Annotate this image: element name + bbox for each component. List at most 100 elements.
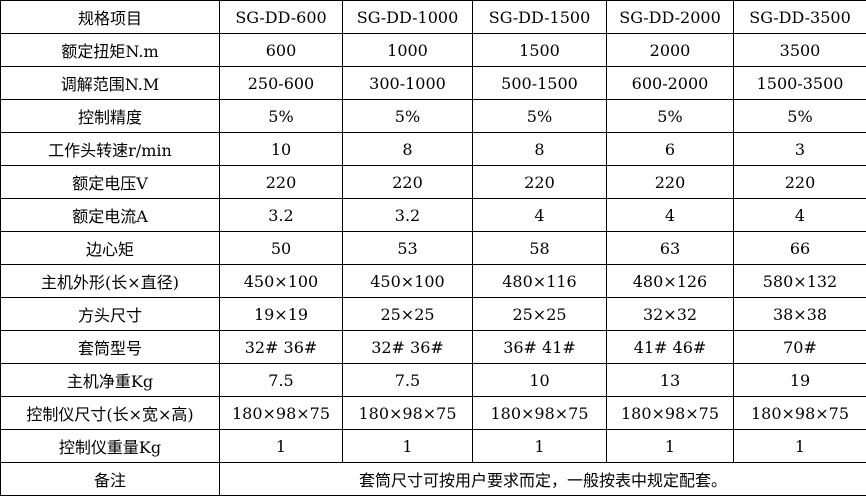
table-cell: 5% xyxy=(733,99,866,133)
header-cell: SG-DD-600 xyxy=(219,0,343,34)
table-cell: 5% xyxy=(606,99,734,133)
table-cell: 180×98×75 xyxy=(219,396,343,430)
header-cell: SG-DD-3500 xyxy=(733,0,866,34)
table-cell: 1500-3500 xyxy=(733,66,866,100)
header-cell: 规格项目 xyxy=(0,0,220,34)
note-label: 备注 xyxy=(0,462,220,496)
table-cell: 500-1500 xyxy=(472,66,607,100)
table-cell: 450×100 xyxy=(219,264,343,298)
table-cell: 66 xyxy=(733,231,866,265)
row-label: 工作头转速r/min xyxy=(0,132,220,166)
table-cell: 25×25 xyxy=(342,297,473,331)
table-cell: 38×38 xyxy=(733,297,866,331)
table-cell: 25×25 xyxy=(472,297,607,331)
table-row: 额定扭矩N.m 600 1000 1500 2000 3500 xyxy=(0,33,866,67)
table-cell: 3500 xyxy=(733,33,866,67)
row-label: 额定电流A xyxy=(0,198,220,232)
table-cell: 5% xyxy=(219,99,343,133)
note-text: 套筒尺寸可按用户要求而定，一般按表中规定配套。 xyxy=(219,462,866,496)
row-label: 边心矩 xyxy=(0,231,220,265)
table-cell: 32×32 xyxy=(606,297,734,331)
table-row: 主机外形(长×直径) 450×100 450×100 480×116 480×126 58… xyxy=(0,264,866,298)
table-row: 控制精度 5% 5% 5% 5% 5% xyxy=(0,99,866,133)
table-cell: 220 xyxy=(342,165,473,199)
table-cell: 53 xyxy=(342,231,473,265)
table-cell: 1 xyxy=(733,429,866,463)
table-cell: 4 xyxy=(606,198,734,232)
table-row: 额定电流A 3.2 3.2 4 4 4 xyxy=(0,198,866,232)
table-cell: 220 xyxy=(472,165,607,199)
header-cell: SG-DD-1000 xyxy=(342,0,473,34)
table-cell: 10 xyxy=(472,363,607,397)
table-cell: 1500 xyxy=(472,33,607,67)
table-cell: 8 xyxy=(342,132,473,166)
table-cell: 180×98×75 xyxy=(606,396,734,430)
table-cell: 70# xyxy=(733,330,866,364)
header-row: 规格项目 SG-DD-600 SG-DD-1000 SG-DD-1500 SG-… xyxy=(0,0,866,34)
table-cell: 180×98×75 xyxy=(342,396,473,430)
table-cell: 13 xyxy=(606,363,734,397)
table-cell: 5% xyxy=(472,99,607,133)
table-cell: 19 xyxy=(733,363,866,397)
table-cell: 19×19 xyxy=(219,297,343,331)
table-row: 控制仪重量Kg 1 1 1 1 1 xyxy=(0,429,866,463)
row-label: 调解范围N.M xyxy=(0,66,220,100)
table-cell: 450×100 xyxy=(342,264,473,298)
table-cell: 8 xyxy=(472,132,607,166)
table-cell: 180×98×75 xyxy=(472,396,607,430)
table-cell: 600 xyxy=(219,33,343,67)
row-label: 控制仪重量Kg xyxy=(0,429,220,463)
table-row: 额定电压V 220 220 220 220 220 xyxy=(0,165,866,199)
row-label: 主机外形(长×直径) xyxy=(0,264,220,298)
table-cell: 3.2 xyxy=(219,198,343,232)
table-cell: 4 xyxy=(472,198,607,232)
table-cell: 250-600 xyxy=(219,66,343,100)
table-cell: 58 xyxy=(472,231,607,265)
table-cell: 220 xyxy=(606,165,734,199)
table-cell: 4 xyxy=(733,198,866,232)
table-cell: 32# 36# xyxy=(342,330,473,364)
table-cell: 1 xyxy=(606,429,734,463)
table-cell: 220 xyxy=(733,165,866,199)
note-row: 备注 套筒尺寸可按用户要求而定，一般按表中规定配套。 xyxy=(0,462,866,496)
row-label: 控制仪尺寸(长×宽×高) xyxy=(0,396,220,430)
row-label: 主机净重Kg xyxy=(0,363,220,397)
table-cell: 1 xyxy=(342,429,473,463)
table-cell: 2000 xyxy=(606,33,734,67)
table-cell: 41# 46# xyxy=(606,330,734,364)
header-cell: SG-DD-1500 xyxy=(472,0,607,34)
table-cell: 1000 xyxy=(342,33,473,67)
table-cell: 1 xyxy=(219,429,343,463)
header-cell: SG-DD-2000 xyxy=(606,0,734,34)
row-label: 套筒型号 xyxy=(0,330,220,364)
table-cell: 580×132 xyxy=(733,264,866,298)
table-cell: 3 xyxy=(733,132,866,166)
table-cell: 50 xyxy=(219,231,343,265)
table-cell: 10 xyxy=(219,132,343,166)
table-cell: 36# 41# xyxy=(472,330,607,364)
table-row: 边心矩 50 53 58 63 66 xyxy=(0,231,866,265)
row-label: 额定电压V xyxy=(0,165,220,199)
row-label: 方头尺寸 xyxy=(0,297,220,331)
table-cell: 6 xyxy=(606,132,734,166)
table-row: 方头尺寸 19×19 25×25 25×25 32×32 38×38 xyxy=(0,297,866,331)
table-cell: 300-1000 xyxy=(342,66,473,100)
table-cell: 7.5 xyxy=(219,363,343,397)
table-cell: 480×116 xyxy=(472,264,607,298)
table-cell: 5% xyxy=(342,99,473,133)
table-cell: 1 xyxy=(472,429,607,463)
table-row: 控制仪尺寸(长×宽×高) 180×98×75 180×98×75 180×98×75 1… xyxy=(0,396,866,430)
table-cell: 220 xyxy=(219,165,343,199)
table-row: 调解范围N.M 250-600 300-1000 500-1500 600-2000 15… xyxy=(0,66,866,100)
table-row: 工作头转速r/min 10 8 8 6 3 xyxy=(0,132,866,166)
table-cell: 63 xyxy=(606,231,734,265)
row-label: 额定扭矩N.m xyxy=(0,33,220,67)
table-row: 主机净重Kg 7.5 7.5 10 13 19 xyxy=(0,363,866,397)
table-cell: 7.5 xyxy=(342,363,473,397)
table-cell: 480×126 xyxy=(606,264,734,298)
row-label: 控制精度 xyxy=(0,99,220,133)
table-cell: 3.2 xyxy=(342,198,473,232)
table-cell: 600-2000 xyxy=(606,66,734,100)
table-cell: 32# 36# xyxy=(219,330,343,364)
